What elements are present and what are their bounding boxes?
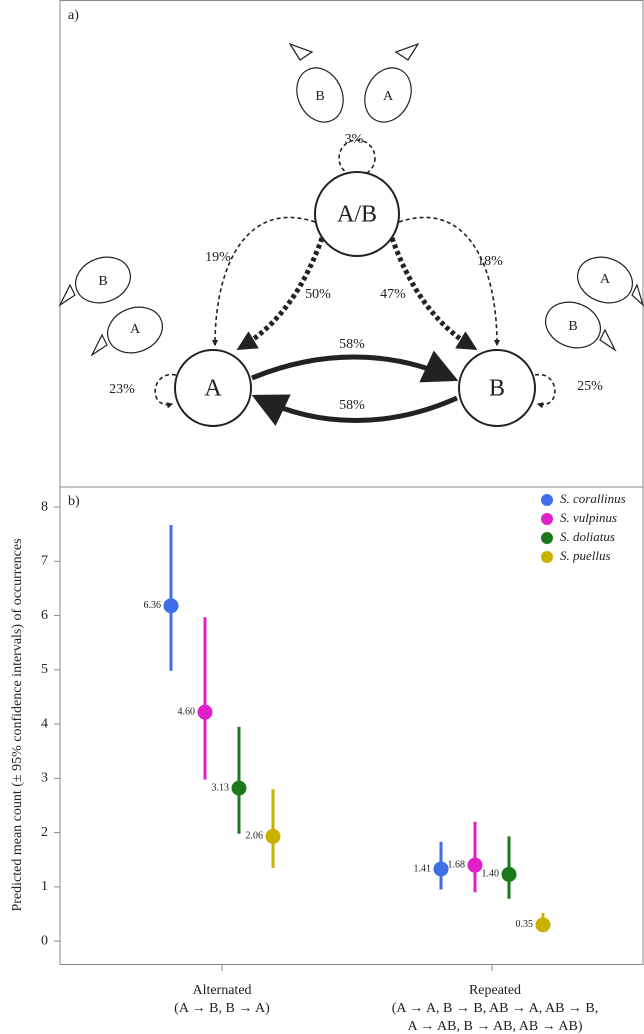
legend-marker: [541, 494, 553, 506]
fish-label: A: [130, 322, 141, 337]
mean-label: 1.41: [414, 863, 432, 874]
mean-label: 1.68: [448, 859, 466, 870]
y-tick-label: 8: [41, 499, 48, 514]
legend-label: S. puellus: [560, 548, 611, 563]
mean-label: 0.35: [516, 919, 534, 930]
mean-dot: [164, 598, 179, 613]
legend-marker: [541, 551, 553, 563]
mean-dot: [232, 781, 247, 796]
x-tick-label: (A → A, B → B, AB → A, AB → B,: [392, 1001, 599, 1016]
y-tick-label: 1: [41, 879, 48, 894]
mean-dot: [266, 829, 281, 844]
edge-label: 18%: [477, 254, 503, 269]
panel-label: b): [68, 494, 80, 509]
y-axis-label: Predicted mean count (± 95% confidence i…: [10, 538, 25, 911]
node-label: A: [204, 376, 222, 402]
legend-marker: [541, 513, 553, 525]
y-tick-label: 5: [41, 662, 48, 677]
mean-dot: [536, 917, 551, 932]
y-tick-label: 2: [41, 825, 48, 840]
mean-label: 2.06: [246, 831, 264, 842]
legend-marker: [541, 532, 553, 544]
edge-label: 19%: [205, 250, 231, 265]
edge-label: 47%: [380, 287, 406, 302]
y-tick-label: 4: [41, 716, 48, 731]
mean-label: 1.40: [482, 869, 500, 880]
mean-dot: [502, 867, 517, 882]
mean-label: 3.13: [212, 782, 230, 793]
mean-dot: [468, 858, 483, 873]
mean-label: 4.60: [178, 706, 196, 717]
y-tick-label: 0: [41, 933, 48, 948]
y-tick-label: 6: [41, 608, 48, 623]
node-label: B: [489, 376, 505, 402]
mean-label: 6.36: [144, 600, 162, 611]
y-tick-label: 7: [41, 554, 48, 569]
legend-label: S. corallinus: [560, 491, 626, 506]
edge-a-b: [252, 357, 452, 378]
x-tick-label: Alternated: [192, 983, 251, 998]
edge-label: 3%: [345, 132, 364, 147]
fish-label: A: [383, 89, 394, 104]
edge-ab-a-outer: [215, 217, 315, 345]
fish-label: B: [568, 319, 577, 334]
fish-label: B: [315, 89, 324, 104]
fish-label: A: [600, 272, 611, 287]
x-tick-label: A → AB, B → AB, AB → AB): [407, 1019, 582, 1034]
self-loop-b: [535, 375, 555, 405]
edge-label: 50%: [305, 287, 331, 302]
edge-label: 58%: [339, 337, 365, 352]
node-label: A/B: [337, 202, 377, 228]
x-tick-label: (A → B, B → A): [174, 1001, 270, 1016]
mean-dot: [434, 861, 449, 876]
figure: a) B A B A A B 3% 19% 50% 47% 18% 58% 58…: [0, 0, 644, 1034]
legend-label: S. vulpinus: [560, 510, 617, 525]
x-tick-label: Repeated: [469, 983, 521, 998]
edge-label: 25%: [577, 379, 603, 394]
self-loop-a: [155, 375, 176, 405]
y-tick-label: 3: [41, 771, 48, 786]
legend-label: S. doliatus: [560, 529, 615, 544]
edge-label: 58%: [339, 398, 365, 413]
fish-label: B: [98, 274, 107, 289]
edge-label: 23%: [109, 382, 135, 397]
panel-label: a): [68, 8, 79, 23]
mean-dot: [198, 705, 213, 720]
